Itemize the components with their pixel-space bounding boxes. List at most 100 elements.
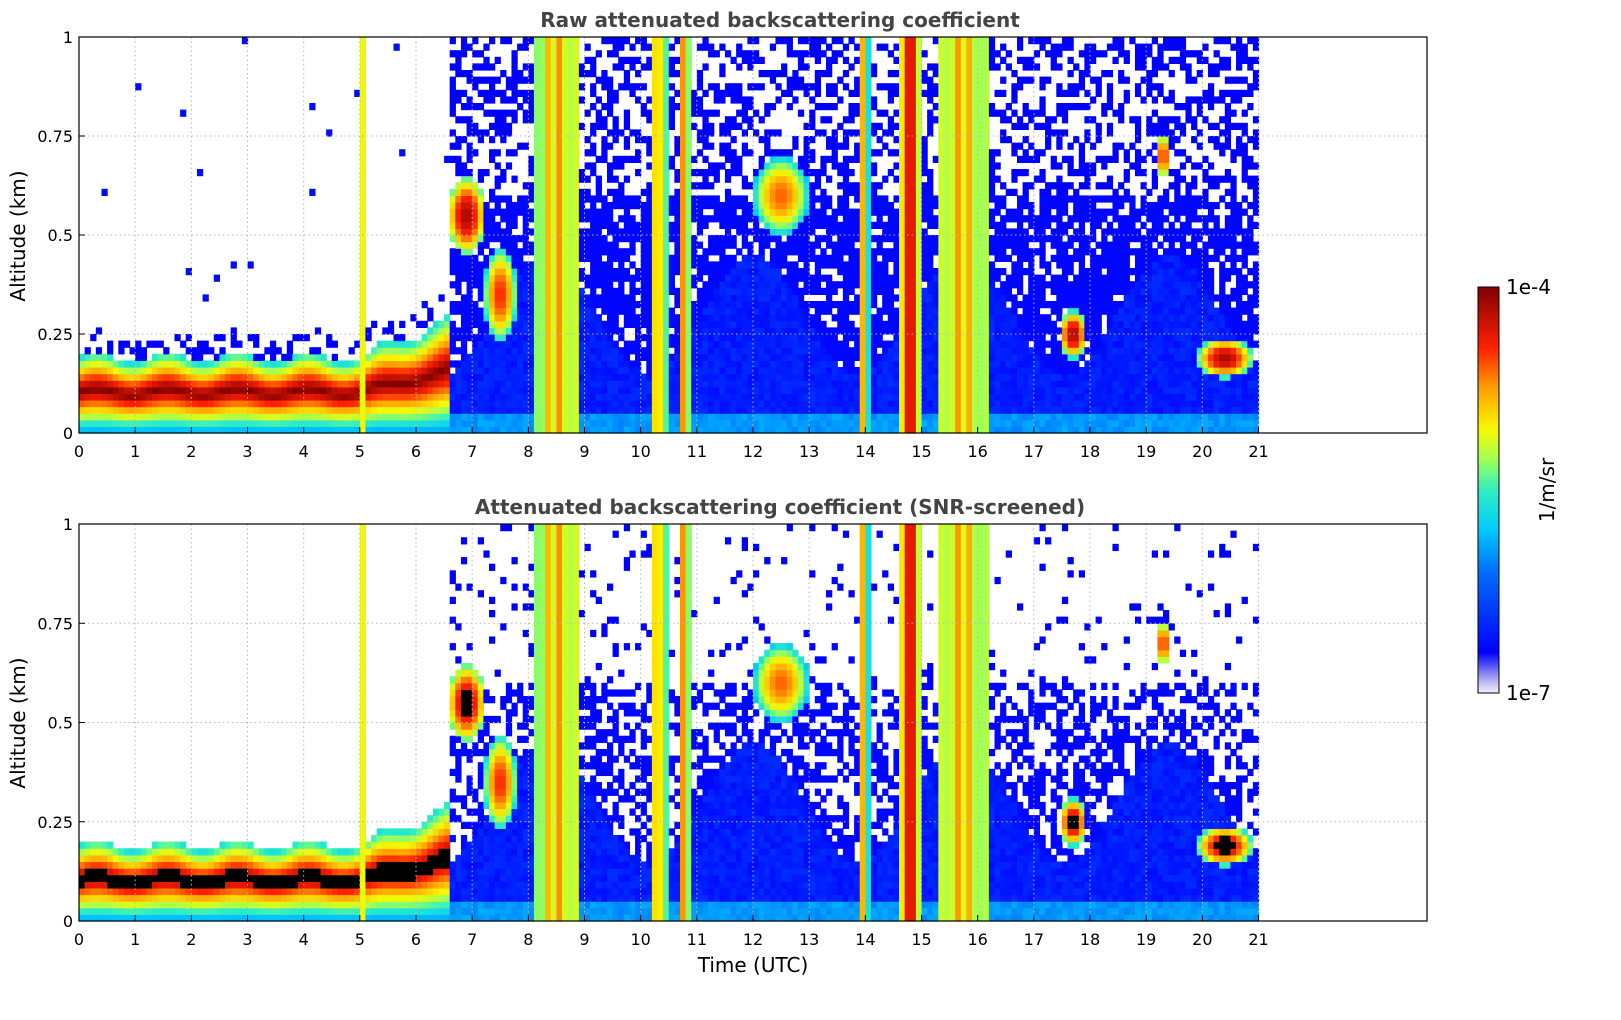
heatmap-cell (573, 393, 580, 401)
heatmap-cell (359, 294, 367, 302)
heatmap-cell (803, 367, 810, 375)
heatmap-cell (522, 208, 529, 216)
heatmap-cell (702, 327, 709, 335)
heatmap-cell (646, 56, 653, 64)
heatmap-cell (775, 175, 782, 183)
heatmap-cell (842, 221, 850, 229)
heatmap-cell (550, 287, 558, 295)
heatmap-cell (219, 347, 226, 355)
heatmap-cell (792, 235, 799, 243)
heatmap-cell (533, 360, 541, 368)
heatmap-cell (404, 373, 411, 381)
heatmap-cell (528, 406, 535, 414)
heatmap-cell (758, 254, 765, 262)
heatmap-cell (826, 327, 833, 335)
heatmap-cell (483, 314, 490, 322)
heatmap-cell (764, 215, 771, 223)
heatmap-cell (713, 307, 720, 315)
heatmap-cell (550, 83, 558, 91)
heatmap-cell (915, 393, 923, 401)
heatmap-cell (550, 208, 558, 216)
heatmap-cell (472, 406, 479, 414)
heatmap-cell (882, 228, 889, 236)
heatmap-cell (545, 327, 552, 335)
heatmap-cell (562, 116, 569, 124)
heatmap-cell (590, 314, 597, 322)
heatmap-cell (601, 136, 608, 144)
heatmap-cell (556, 320, 563, 328)
heatmap-cell (472, 83, 479, 91)
heatmap-cell (915, 149, 923, 157)
heatmap-cell (573, 149, 580, 157)
heatmap-cell (365, 367, 372, 375)
heatmap-cell (724, 116, 732, 124)
heatmap-cell (635, 56, 642, 64)
heatmap-cell (550, 274, 558, 282)
heatmap-cell (500, 314, 507, 322)
heatmap-cell (674, 89, 681, 97)
heatmap-cell (904, 367, 911, 375)
heatmap-cell (539, 360, 546, 368)
heatmap-cell (859, 334, 866, 342)
heatmap-cell (337, 400, 344, 408)
heatmap-cell (899, 188, 906, 196)
heatmap-cell (702, 221, 709, 229)
heatmap-cell (826, 426, 833, 434)
heatmap-cell (831, 83, 838, 91)
heatmap-cell (629, 320, 636, 328)
heatmap-cell (691, 122, 698, 130)
heatmap-cell (635, 155, 642, 163)
heatmap-cell (719, 393, 726, 401)
heatmap-cell (528, 367, 535, 375)
heatmap-cell (719, 248, 726, 256)
heatmap-cell (629, 129, 636, 137)
heatmap-cell (393, 413, 400, 421)
heatmap-cell (921, 70, 928, 78)
heatmap-cell (685, 248, 692, 256)
heatmap-cell (674, 188, 681, 196)
heatmap-cell (674, 320, 681, 328)
heatmap-cell (719, 89, 726, 97)
heatmap-cell (826, 281, 833, 289)
heatmap-cell (253, 360, 260, 368)
heatmap-cell (708, 406, 715, 414)
heatmap-cell (545, 393, 552, 401)
heatmap-cell (865, 56, 872, 64)
heatmap-cell (854, 301, 861, 309)
heatmap-cell (651, 287, 659, 295)
heatmap-cell (747, 367, 754, 375)
heatmap-cell (792, 413, 799, 421)
heatmap-cell (702, 406, 709, 414)
heatmap-cell (668, 162, 675, 170)
heatmap-cell (775, 307, 782, 315)
heatmap-cell (522, 360, 529, 368)
heatmap-cell (837, 195, 844, 203)
heatmap-cell (859, 327, 866, 335)
heatmap-cell (865, 228, 872, 236)
heatmap-cell (764, 380, 771, 388)
heatmap-cell (635, 221, 642, 229)
heatmap-cell (797, 248, 805, 256)
heatmap-cell (719, 314, 726, 322)
heatmap-cell (696, 261, 704, 269)
heatmap-cell (904, 274, 911, 282)
heatmap-cell (719, 301, 726, 309)
heatmap-cell (472, 228, 479, 236)
heatmap-cell (741, 221, 748, 229)
heatmap-cell (382, 413, 389, 421)
heatmap-cell (612, 274, 619, 282)
heatmap-cell (562, 406, 569, 414)
heatmap-cell (292, 386, 299, 394)
heatmap-cell (483, 129, 490, 137)
heatmap-cell (814, 314, 821, 322)
heatmap-cell (601, 406, 608, 414)
heatmap-cell (882, 83, 889, 91)
heatmap-cell (769, 406, 777, 414)
heatmap-cell (500, 96, 507, 104)
heatmap-cell (657, 301, 664, 309)
heatmap-cell (893, 386, 900, 394)
heatmap-cell (522, 307, 529, 315)
heatmap-cell (528, 228, 535, 236)
heatmap-cell (826, 294, 833, 302)
heatmap-cell (309, 413, 316, 421)
